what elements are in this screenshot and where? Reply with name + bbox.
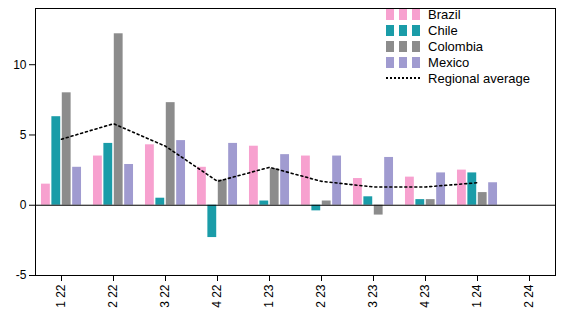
html-text:Chile: Chile	[428, 22, 458, 38]
svg-text:5: 5	[20, 128, 27, 142]
svg-text:1 24: 1 24	[470, 284, 484, 308]
svg-text:3 22: 3 22	[158, 284, 172, 308]
svg-text:1 22: 1 22	[54, 284, 68, 308]
html-text:Brazil: Brazil	[428, 6, 461, 22]
html-text:Regional average: Regional average	[428, 70, 530, 86]
svg-text:3 23: 3 23	[366, 284, 380, 308]
svg-text:1 23: 1 23	[262, 284, 276, 308]
svg-text:4 23: 4 23	[418, 284, 432, 308]
svg-text:2 24: 2 24	[522, 284, 536, 308]
svg-text:2 23: 2 23	[314, 284, 328, 308]
svg-text:-5: -5	[16, 268, 27, 282]
svg-text:10: 10	[13, 58, 27, 72]
html-text:Colombia: Colombia	[428, 38, 483, 54]
svg-text:0: 0	[20, 198, 27, 212]
html-text:Mexico: Mexico	[428, 54, 470, 70]
svg-text:4 22: 4 22	[210, 284, 224, 308]
svg-text:2 22: 2 22	[106, 284, 120, 308]
